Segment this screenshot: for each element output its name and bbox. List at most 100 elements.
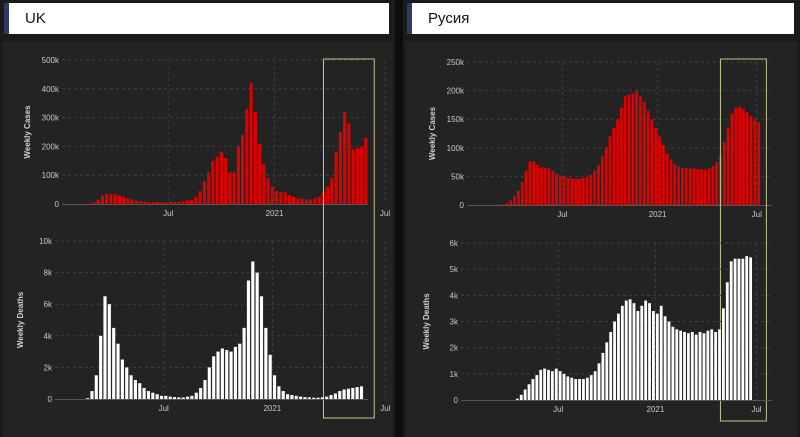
- bar: [185, 200, 189, 204]
- bar: [690, 331, 694, 400]
- bar: [228, 172, 232, 204]
- bar: [543, 167, 547, 205]
- bar: [134, 200, 138, 204]
- bar: [543, 368, 546, 400]
- y-tick-label: 3k: [450, 318, 459, 327]
- y-tick-label: 2k: [44, 363, 53, 372]
- y-tick-label: 400k: [42, 85, 60, 94]
- highlight-box: [323, 58, 375, 419]
- bar: [515, 398, 519, 400]
- bar: [343, 111, 347, 204]
- bar: [219, 152, 223, 204]
- bar: [258, 143, 262, 204]
- bar: [299, 396, 303, 399]
- y-tick-label: 100k: [447, 144, 465, 153]
- bar: [229, 351, 233, 399]
- x-tick-label: Jul: [380, 209, 390, 218]
- bar: [570, 377, 574, 400]
- y-tick-label: 200k: [42, 142, 60, 151]
- bar: [266, 178, 270, 204]
- bar: [605, 342, 609, 400]
- bar: [181, 201, 185, 204]
- bar: [138, 383, 142, 399]
- bar: [142, 387, 146, 399]
- y-tick-label: 8k: [44, 269, 53, 278]
- bar: [232, 172, 236, 204]
- bar: [524, 170, 528, 205]
- y-axis-label: Weekly Cases: [428, 106, 437, 160]
- bar: [233, 346, 237, 399]
- bar: [355, 147, 359, 204]
- russia-weekly-deaths-chart: 0 1k 2k 3k 4k 5k 6k Jul 2021 Jul Weekly Deaths: [422, 58, 772, 422]
- bar: [190, 395, 194, 399]
- x-tick-label: Jul: [752, 210, 762, 219]
- russia-weekly-cases-chart: 0 50k 100k 150k 200k 250k Jul 2021 Jul Weekly Cas…: [428, 58, 772, 219]
- bar: [103, 296, 107, 399]
- panel-title: UK: [25, 10, 46, 27]
- y-tick-label: 2k: [450, 344, 459, 353]
- bar: [627, 94, 631, 205]
- bar: [509, 200, 513, 205]
- bar: [729, 261, 733, 400]
- bar: [139, 201, 143, 204]
- bar: [133, 380, 137, 399]
- y-tick-label: 4k: [450, 291, 459, 300]
- y-tick-label: 4k: [44, 332, 53, 341]
- y-axis-label: Weekly Deaths: [16, 291, 25, 348]
- bar: [694, 334, 698, 400]
- bar: [539, 167, 543, 205]
- bar: [718, 329, 721, 400]
- bar: [241, 134, 245, 204]
- bar: [207, 172, 211, 204]
- bar: [325, 396, 329, 399]
- bar: [220, 348, 224, 399]
- bar: [566, 177, 570, 205]
- russia-panel: Русия 0 50k 100k 150k 200k 250k Jul 2021 Jul Week…: [403, 0, 800, 437]
- bar: [329, 395, 333, 399]
- bar: [737, 258, 741, 400]
- y-tick-label: 0: [55, 200, 60, 209]
- bar: [177, 397, 181, 399]
- bar: [600, 156, 604, 205]
- y-tick-label: 100k: [42, 171, 60, 180]
- bar: [562, 176, 566, 205]
- bar: [554, 368, 558, 400]
- bar: [551, 170, 555, 205]
- bar: [684, 168, 688, 205]
- bar: [698, 331, 702, 400]
- bar: [757, 122, 761, 205]
- bar: [151, 202, 155, 204]
- bar: [364, 137, 368, 204]
- bar: [501, 204, 505, 205]
- bar: [351, 149, 355, 204]
- bar: [742, 108, 745, 205]
- bar: [216, 351, 220, 399]
- panel-title-bar: Русия: [407, 3, 794, 34]
- bar: [536, 164, 539, 205]
- bar: [164, 202, 168, 204]
- y-axis-label: Weekly Cases: [23, 105, 32, 159]
- bar: [608, 136, 612, 205]
- bar: [617, 313, 620, 400]
- x-tick-label: 2021: [649, 210, 667, 219]
- y-tick-label: 0: [460, 201, 465, 210]
- bar: [342, 389, 346, 399]
- bar: [650, 119, 654, 205]
- bar: [207, 367, 211, 399]
- bar: [120, 359, 124, 399]
- bar: [313, 198, 317, 204]
- x-tick-label: Jul: [159, 404, 169, 413]
- bar: [581, 178, 585, 205]
- bar: [753, 119, 757, 205]
- bar: [251, 261, 255, 399]
- bar: [692, 168, 696, 205]
- bar: [669, 159, 673, 205]
- bar: [264, 327, 268, 399]
- bar: [555, 173, 558, 205]
- bar: [702, 333, 706, 400]
- bar: [156, 202, 160, 204]
- bar: [628, 299, 632, 400]
- bar: [360, 146, 364, 204]
- bar: [730, 113, 734, 205]
- bar: [616, 119, 619, 205]
